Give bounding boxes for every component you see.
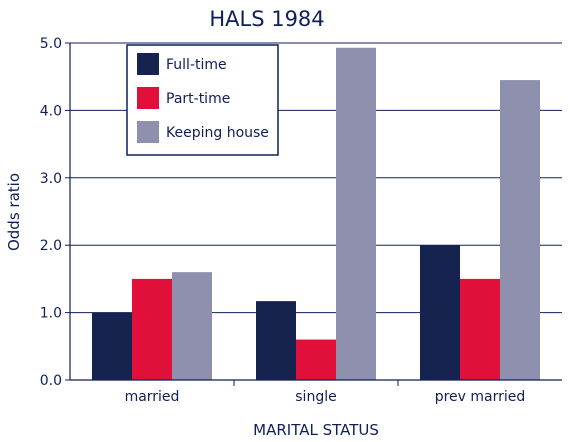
- legend-label: Keeping house: [166, 125, 269, 141]
- bar: [420, 245, 460, 380]
- x-tick-label: prev married: [435, 389, 526, 405]
- legend: Full-time Part-time Keeping house: [126, 44, 279, 156]
- y-ticks: 0.0 1.0 2.0 3.0 4.0 5.0: [40, 36, 70, 389]
- y-axis-label: Odds ratio: [5, 173, 23, 251]
- bar: [336, 47, 376, 381]
- legend-swatch: [137, 53, 159, 75]
- x-tick-label: single: [295, 389, 336, 405]
- bar: [132, 278, 172, 380]
- bar: [460, 278, 500, 380]
- x-tick-label: married: [125, 389, 180, 405]
- legend-label: Full-time: [166, 57, 227, 73]
- bar: [500, 80, 540, 380]
- bar: [256, 301, 296, 380]
- legend-label: Part-time: [166, 91, 230, 107]
- legend-swatch: [137, 87, 159, 109]
- y-tick-label: 4.0: [40, 103, 62, 119]
- chart-title: HALS 1984: [209, 7, 324, 31]
- y-tick-label: 5.0: [40, 36, 62, 52]
- bar: [296, 339, 336, 380]
- y-tick-label: 0.0: [40, 373, 62, 389]
- y-tick-label: 1.0: [40, 306, 62, 322]
- axes: [69, 43, 562, 381]
- bars: [92, 47, 540, 381]
- x-ticks: married single prev married: [125, 380, 526, 405]
- bar: [92, 312, 132, 380]
- y-tick-label: 2.0: [40, 238, 62, 254]
- bar: [172, 272, 212, 380]
- y-tick-label: 3.0: [40, 171, 62, 187]
- legend-swatch: [137, 121, 159, 143]
- x-axis-label: MARITAL STATUS: [253, 421, 379, 439]
